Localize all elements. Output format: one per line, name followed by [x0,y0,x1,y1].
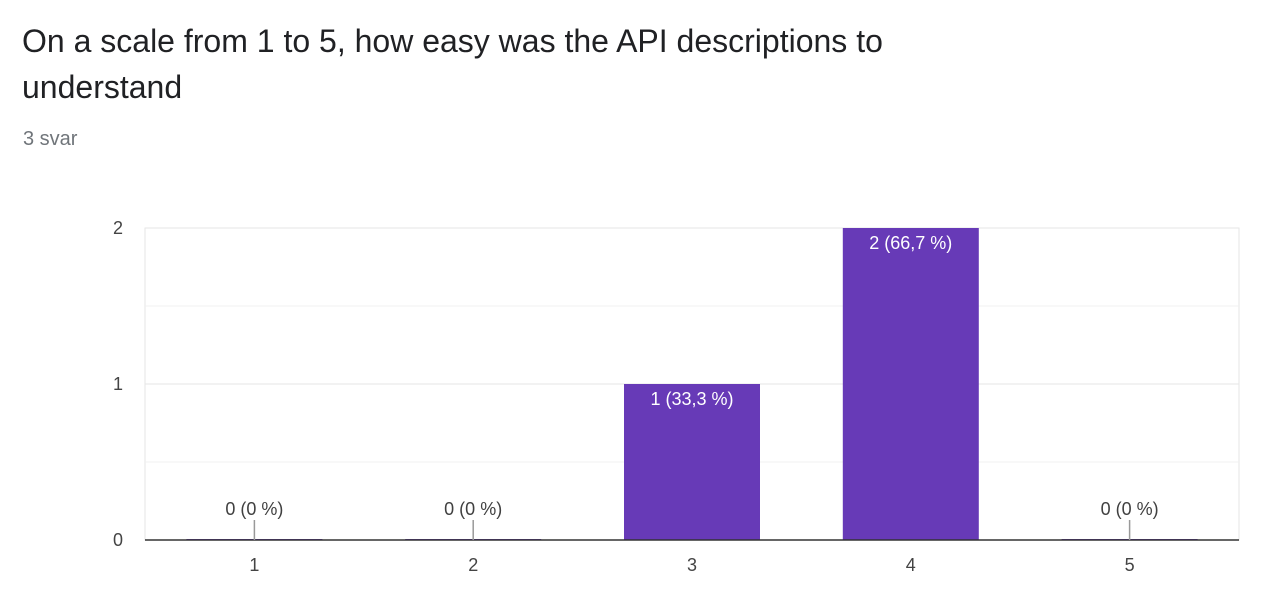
question-title: On a scale from 1 to 5, how easy was the… [22,23,883,105]
data-label: 1 (33,3 %) [650,389,733,409]
bar [624,384,760,540]
chart-bars [186,228,1198,540]
x-tick-label: 2 [468,555,478,575]
data-label: 0 (0 %) [225,499,283,519]
y-tick-label: 1 [113,374,123,394]
x-tick-label: 5 [1125,555,1135,575]
bar [842,228,979,540]
x-tick-label: 4 [906,555,916,575]
chart-labels: 0 1 2 0 (0 %) 1 0 (0 %) 2 1 (33,3 %) 3 2 (66,7 %)… [113,218,1159,575]
x-tick-label: 1 [249,555,259,575]
response-count: 3 svar [23,128,78,150]
y-tick-label: 0 [113,530,123,550]
data-label: 2 (66,7 %) [869,233,952,253]
x-tick-label: 3 [687,555,697,575]
data-label: 0 (0 %) [1101,499,1159,519]
y-tick-label: 2 [113,218,123,238]
data-label: 0 (0 %) [444,499,502,519]
